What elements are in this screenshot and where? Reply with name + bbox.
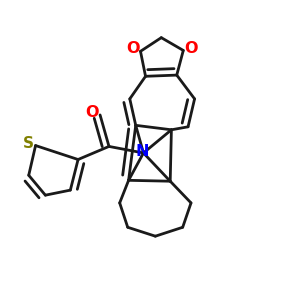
Text: O: O bbox=[184, 40, 197, 56]
Text: O: O bbox=[85, 105, 99, 120]
Text: S: S bbox=[22, 136, 34, 151]
Text: N: N bbox=[135, 144, 149, 159]
Text: O: O bbox=[126, 41, 140, 56]
